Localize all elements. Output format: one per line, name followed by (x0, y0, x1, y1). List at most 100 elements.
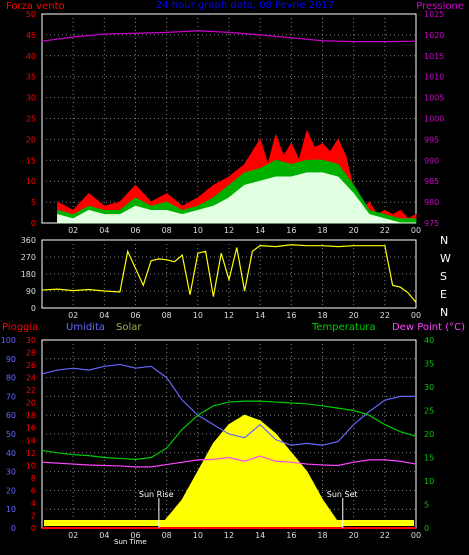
sun-set-label: Sun Set (327, 490, 358, 499)
direction-x-tick-label: 02 (68, 311, 78, 320)
temp-y-tick-label: 15 (424, 454, 434, 463)
humidity-y-tick-label: 50 (6, 430, 16, 439)
wind-y-tick-label: 30 (26, 94, 36, 103)
pressure-y-tick-label: 1005 (424, 94, 444, 103)
humidity-y-tick-label: 90 (6, 355, 16, 364)
humidity-y-tick-label: 20 (6, 486, 16, 495)
wind-x-tick-label: 16 (286, 226, 296, 235)
pressure-y-tick-label: 990 (424, 156, 439, 165)
temperature-label: Temperatura (311, 322, 376, 333)
pressure-y-tick-label: 1025 (424, 10, 444, 19)
direction-x-tick-label: 08 (162, 311, 172, 320)
rain-y-tick-label: 12 (26, 449, 36, 458)
direction-x-tick-label: 22 (380, 311, 390, 320)
rain-y-tick-label: 4 (31, 499, 36, 508)
climate-x-tick-label: 20 (349, 531, 359, 540)
direction-x-tick-label: 04 (99, 311, 109, 320)
sun-time-label: Sun Time (114, 538, 147, 546)
pressure-y-tick-label: 980 (424, 198, 439, 207)
dew-point-label: Dew Point (°C) (392, 322, 465, 333)
climate-x-tick-label: 06 (130, 531, 140, 540)
wind-x-tick-label: 14 (255, 226, 265, 235)
climate-x-tick-label: 12 (224, 531, 234, 540)
rain-y-tick-label: 30 (26, 336, 36, 345)
pressure-y-tick-label: 975 (424, 219, 439, 228)
solar-label: Solar (116, 322, 142, 333)
wind-x-tick-label: 06 (130, 226, 140, 235)
rain-y-tick-label: 16 (26, 424, 36, 433)
pressure-y-tick-label: 1015 (424, 52, 444, 61)
direction-y-tick-label: 180 (21, 270, 36, 279)
solar-baseline-band (44, 520, 414, 526)
temp-y-tick-label: 5 (424, 501, 429, 510)
climate-x-tick-label: 22 (380, 531, 390, 540)
humidity-y-tick-label: 60 (6, 411, 16, 420)
direction-x-tick-label: 14 (255, 311, 265, 320)
wind-y-tick-label: 40 (26, 52, 36, 61)
wind-x-tick-label: 08 (162, 226, 172, 235)
pressure-axis-label: Pressione (416, 1, 464, 12)
direction-compass-label: W (440, 252, 451, 265)
direction-y-tick-label: 90 (26, 287, 36, 296)
wind-y-tick-label: 45 (26, 31, 36, 40)
humidity-y-tick-label: 40 (6, 449, 16, 458)
wind-x-tick-label: 10 (193, 226, 203, 235)
temp-y-tick-label: 35 (424, 360, 434, 369)
wind-y-tick-label: 50 (26, 10, 36, 19)
humidity-y-tick-label: 0 (11, 524, 16, 533)
chart-labels: 24 hour graph data, 08 Fevrie 2017 Forza… (2, 0, 465, 333)
rain-y-tick-label: 0 (31, 524, 36, 533)
humidity-y-tick-label: 70 (6, 392, 16, 401)
temperature-line (41, 400, 417, 460)
wind-axis-label: Forza vento (6, 1, 65, 12)
humidity-y-tick-label: 10 (6, 505, 16, 514)
direction-compass-label: S (440, 270, 447, 283)
temp-y-tick-label: 0 (424, 524, 429, 533)
wind-y-tick-label: 5 (31, 198, 36, 207)
wind-y-tick-label: 25 (26, 115, 36, 124)
wind-y-tick-label: 10 (26, 177, 36, 186)
pressure-y-tick-label: 1020 (424, 31, 444, 40)
pressure-y-tick-label: 995 (424, 135, 439, 144)
direction-x-tick-label: 06 (130, 311, 140, 320)
rain-y-tick-label: 28 (26, 349, 36, 358)
wind-y-tick-label: 35 (26, 73, 36, 82)
wind-y-tick-label: 15 (26, 156, 36, 165)
temp-y-tick-label: 40 (424, 336, 434, 345)
wind-y-tick-label: 20 (26, 135, 36, 144)
direction-x-tick-label: 16 (286, 311, 296, 320)
rain-y-tick-label: 20 (26, 399, 36, 408)
rain-y-tick-label: 26 (26, 361, 36, 370)
wind-x-tick-label: 18 (317, 226, 327, 235)
temp-y-tick-label: 30 (424, 383, 434, 392)
chart-title: 24 hour graph data, 08 Fevrie 2017 (156, 0, 334, 11)
direction-y-tick-label: 360 (21, 236, 36, 245)
rain-y-tick-label: 14 (26, 436, 36, 445)
climate-x-tick-label: 08 (162, 531, 172, 540)
rain-y-tick-label: 18 (26, 411, 36, 420)
direction-y-tick-label: 0 (31, 304, 36, 313)
humidity-line (41, 363, 416, 446)
rain-y-tick-label: 22 (26, 386, 36, 395)
rain-y-tick-label: 24 (26, 374, 36, 383)
rain-y-tick-label: 8 (31, 474, 36, 483)
climate-x-tick-label: 02 (68, 531, 78, 540)
climate-x-tick-label: 00 (411, 531, 421, 540)
pressure-y-tick-label: 985 (424, 177, 439, 186)
wind-direction-line (41, 244, 417, 303)
climate-x-tick-label: 16 (286, 531, 296, 540)
wind-x-tick-label: 02 (68, 226, 78, 235)
rain-label: Pioggia (2, 322, 38, 333)
humidity-y-tick-label: 30 (6, 468, 16, 477)
direction-x-tick-label: 12 (224, 311, 234, 320)
pressure-line (41, 30, 417, 43)
humidity-y-tick-label: 100 (1, 336, 16, 345)
direction-y-tick-label: 270 (21, 253, 36, 262)
temp-y-tick-label: 25 (424, 407, 434, 416)
direction-compass-label: E (440, 288, 447, 301)
temp-y-tick-label: 20 (424, 430, 434, 439)
direction-x-tick-label: 20 (349, 311, 359, 320)
wind-x-tick-label: 00 (411, 226, 421, 235)
